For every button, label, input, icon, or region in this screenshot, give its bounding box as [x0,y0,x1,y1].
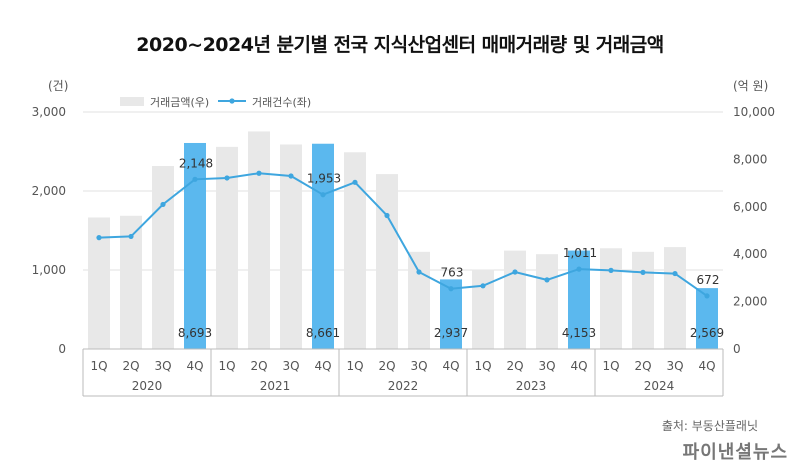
line-point [416,269,422,275]
x-category-label: 1Q [90,359,107,373]
x-year-label: 2023 [516,379,547,393]
line-point [352,179,358,185]
line-point [704,293,710,299]
bar [472,269,494,349]
bar-highlight [312,143,334,349]
x-category-label: 4Q [186,359,203,373]
line-point [672,270,678,277]
x-category-label: 2Q [250,359,267,373]
line-point [544,277,550,283]
right-tick-label: 6,000 [733,200,767,214]
legend-line-label: 거래건수(좌) [252,96,311,109]
right-tick-label: 10,000 [733,105,775,119]
right-tick-label: 4,000 [733,247,767,261]
x-category-label: 3Q [410,359,427,373]
bar-value-label: 8,661 [306,326,340,340]
right-tick-label: 8,000 [733,152,767,166]
x-category-label: 2Q [634,359,651,373]
bar [536,254,558,349]
chart-title: 2020~2024년 분기별 전국 지식산업센터 매매거래량 및 거래금액 [136,34,664,56]
line-point [288,173,294,179]
bar-value-label: 2,569 [690,326,724,340]
bar [88,217,110,349]
x-category-label: 4Q [698,359,715,373]
bar [376,174,398,349]
left-tick-label: 0 [58,342,66,356]
line-point [576,266,582,272]
line-point [160,201,166,208]
line-point [128,233,134,240]
x-category-label: 1Q [346,359,363,373]
left-tick-label: 3,000 [32,105,66,119]
bar-highlight [440,279,462,349]
bar [504,250,526,349]
x-category-label: 3Q [154,359,171,373]
right-axis-unit: (억 원) [733,79,768,93]
legend-bar-label: 거래금액(우) [150,96,209,109]
bar-value-label: 8,693 [178,326,212,340]
line-point [384,212,390,219]
line-value-label: 2,148 [179,156,213,170]
bar [216,146,238,349]
x-category-label: 4Q [570,359,587,373]
line-point [512,269,518,275]
bar [600,248,622,349]
line-value-label: 1,953 [307,172,341,186]
x-category-label: 1Q [474,359,491,373]
line-point [640,269,646,275]
line-point [608,267,614,273]
bar [120,215,142,349]
x-category-label: 1Q [218,359,235,373]
line-series-path [98,172,708,297]
x-category-label: 3Q [538,359,555,373]
x-category-label: 2Q [378,359,395,373]
line-point [448,286,454,292]
left-axis-unit: (건) [48,79,68,93]
line-value-label: 1,011 [563,246,597,260]
line-point [256,170,262,176]
line-value-label: 672 [697,273,720,287]
x-category-label: 4Q [442,359,459,373]
line-point [480,283,486,289]
x-year-label: 2021 [260,379,291,393]
right-tick-label: 2,000 [733,295,767,309]
line-point [224,175,230,181]
x-category-label: 3Q [282,359,299,373]
left-tick-label: 2,000 [32,184,66,198]
x-category-label: 1Q [602,359,619,373]
line-point [192,176,198,182]
bar-highlight [568,250,590,349]
line-value-label: 763 [441,266,464,280]
legend-line-marker [229,98,235,104]
bar [152,166,174,349]
x-year-label: 2024 [644,379,675,393]
source-note: 출처: 부동산플래닛 [661,419,758,433]
x-category-label: 2Q [506,359,523,373]
bar-highlight [696,288,718,349]
left-tick-label: 1,000 [32,263,66,277]
bar-highlight [184,142,206,349]
bar [632,251,654,349]
x-category-label: 2Q [122,359,139,373]
bar [248,131,270,349]
legend-bar-swatch [120,97,144,106]
x-year-label: 2022 [388,379,419,393]
x-category-label: 3Q [666,359,683,373]
right-tick-label: 0 [733,342,741,356]
bar [344,152,366,349]
bar-value-label: 4,153 [562,326,596,340]
line-point [320,192,326,198]
line-point [96,235,102,241]
bar-value-label: 2,937 [434,326,468,340]
x-year-label: 2020 [132,379,163,393]
publisher-logo: 파이낸셜뉴스 [682,442,788,463]
bar [664,247,686,349]
x-category-label: 4Q [314,359,331,373]
bar [280,144,302,349]
bar [408,251,430,349]
